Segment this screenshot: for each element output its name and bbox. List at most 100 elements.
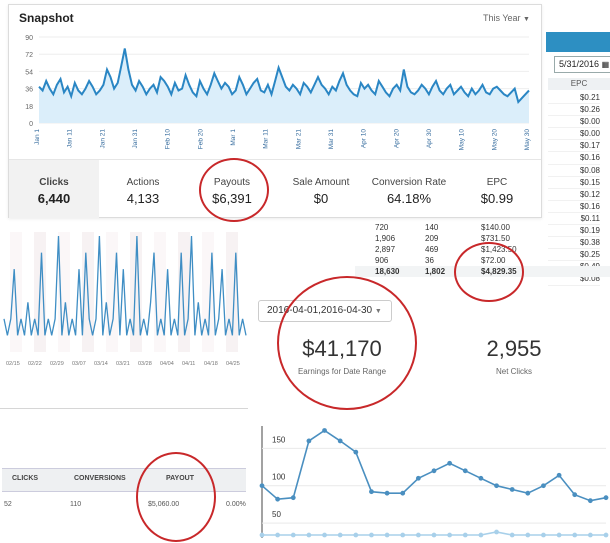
background-band — [130, 232, 142, 352]
table-cell: $731.50 — [481, 234, 510, 243]
data-point[interactable] — [415, 475, 421, 481]
stat-value: 64.18% — [386, 191, 432, 206]
data-point[interactable] — [337, 532, 343, 538]
data-point[interactable] — [369, 489, 374, 495]
card-title: Snapshot — [19, 11, 74, 25]
data-point[interactable] — [322, 428, 327, 433]
epc-cell: $0.00 — [548, 128, 600, 141]
data-point[interactable] — [259, 532, 265, 538]
x-tick-label: 04/25 — [226, 361, 240, 367]
data-point[interactable] — [306, 438, 312, 444]
clicks-value: 2,955 — [486, 336, 542, 361]
col-payout[interactable]: PAYOUT — [166, 475, 195, 482]
table-row: 906 36 $72.00 — [355, 255, 610, 266]
data-point[interactable] — [415, 532, 421, 538]
data-point[interactable] — [400, 490, 406, 496]
epc-cell: $0.00 — [548, 116, 600, 129]
stat-label: Sale Amount — [292, 177, 350, 188]
data-point[interactable] — [587, 532, 593, 538]
area-fill — [39, 48, 529, 123]
snapshot-card: Snapshot This Year ▼ 90 72 54 36 18 0 Jan 1 Jan… — [8, 4, 542, 218]
stat-label: EPC — [486, 177, 508, 188]
stat-value: 4,133 — [126, 191, 160, 206]
data-point[interactable] — [322, 532, 327, 538]
data-point[interactable] — [556, 532, 562, 538]
x-tick-label: Apr 10 — [361, 129, 368, 149]
data-point[interactable] — [369, 532, 374, 538]
data-point[interactable] — [290, 532, 296, 538]
col-clicks[interactable]: CLICKS — [12, 475, 39, 482]
data-point[interactable] — [541, 532, 546, 538]
data-point[interactable] — [525, 532, 531, 538]
y-tick-label: 150 — [272, 435, 286, 444]
data-point[interactable] — [384, 532, 390, 538]
data-point[interactable] — [541, 483, 546, 489]
data-point[interactable] — [603, 532, 609, 538]
caret-down-icon: ▼ — [374, 308, 382, 315]
data-point[interactable] — [447, 460, 453, 466]
data-point[interactable] — [353, 449, 359, 455]
table-row: 720 140 $140.00 — [355, 222, 610, 233]
y-tick-label: 36 — [25, 87, 33, 94]
stat-label: Actions — [126, 177, 160, 188]
data-point[interactable] — [306, 532, 312, 538]
data-point[interactable] — [275, 532, 281, 538]
x-tick-label: Apr 30 — [426, 129, 433, 149]
bottom-divider — [0, 408, 248, 409]
data-point[interactable] — [478, 532, 484, 538]
y-tick-label: 54 — [25, 69, 33, 76]
table-cell: 209 — [425, 234, 439, 243]
calendar-icon[interactable]: ▦ — [601, 60, 610, 69]
data-point[interactable] — [431, 532, 437, 538]
x-tick-label: 03/14 — [94, 361, 108, 367]
stat-clicks: Clicks 6,440 — [9, 160, 99, 218]
epc-cell: $0.17 — [548, 140, 600, 153]
x-tick-label: 04/04 — [160, 361, 174, 367]
data-point[interactable] — [525, 490, 531, 496]
data-point[interactable] — [447, 532, 453, 538]
date-range-select[interactable]: 2016-04-01,2016-04-30 ▼ — [258, 300, 392, 322]
table-cell: $1,423.50 — [481, 245, 517, 254]
epc-cell: $0.21 — [548, 92, 600, 105]
range-dropdown[interactable]: This Year ▼ — [483, 13, 530, 23]
table-cell: 1,906 — [375, 234, 396, 243]
cell-rate: 0.00% — [226, 501, 246, 508]
table-header: CLICKS CONVERSIONS PAYOUT — [2, 468, 246, 492]
data-point[interactable] — [431, 468, 437, 474]
series-line — [261, 429, 607, 502]
data-point[interactable] — [353, 532, 359, 538]
data-point[interactable] — [572, 492, 578, 498]
data-point[interactable] — [556, 472, 562, 478]
data-point[interactable] — [509, 532, 515, 538]
epc-cell: $0.12 — [548, 189, 600, 201]
date-picker[interactable]: 5/31/2016 ▦ — [554, 56, 610, 73]
data-point[interactable] — [400, 532, 406, 538]
data-point[interactable] — [462, 532, 468, 538]
x-tick-label: Jan 1 — [34, 129, 41, 145]
x-tick-label: Mar 21 — [295, 129, 302, 150]
data-point[interactable] — [384, 490, 390, 496]
epc-cell: $0.08 — [548, 273, 600, 286]
data-point[interactable] — [478, 475, 484, 481]
x-tick-label: Mar 11 — [263, 129, 270, 149]
data-point[interactable] — [509, 487, 515, 492]
table-cell: 18,630 — [375, 267, 400, 276]
data-point[interactable] — [572, 532, 578, 538]
table-cell: 469 — [425, 245, 439, 254]
data-point[interactable] — [462, 468, 468, 474]
data-point[interactable] — [587, 498, 593, 504]
y-tick-label: 18 — [25, 104, 33, 111]
date-picker-value: 5/31/2016 — [559, 59, 600, 69]
data-point[interactable] — [275, 496, 281, 502]
data-point[interactable] — [603, 495, 609, 501]
data-point[interactable] — [259, 483, 265, 489]
stat-label: Clicks — [39, 177, 69, 188]
data-point[interactable] — [337, 438, 343, 444]
epc-column-header: EPC — [548, 78, 610, 90]
data-point[interactable] — [290, 495, 296, 501]
data-point[interactable] — [494, 529, 499, 535]
epc-cell: $0.15 — [548, 177, 600, 189]
data-point[interactable] — [494, 483, 499, 489]
col-conversions[interactable]: CONVERSIONS — [74, 475, 126, 482]
table-cell: $72.00 — [481, 256, 506, 265]
